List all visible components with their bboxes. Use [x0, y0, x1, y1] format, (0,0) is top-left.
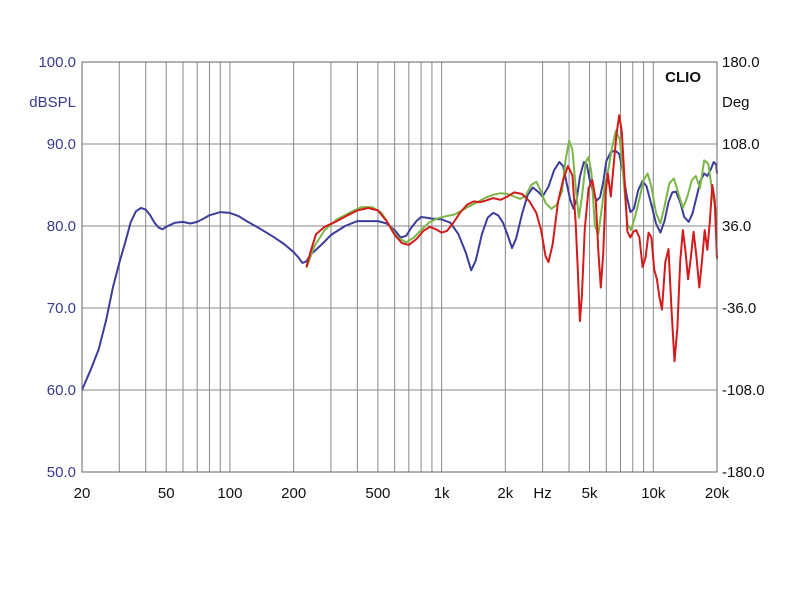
y-right-tick-label: -180.0: [722, 464, 765, 481]
x-axis-title: Hz: [533, 485, 551, 502]
y-tick-label: 100.0: [38, 54, 76, 71]
plot-frame: [81, 61, 718, 473]
x-tick-label: 20k: [705, 485, 730, 502]
series-line-2: [305, 129, 718, 269]
y-right-tick-label: -36.0: [722, 300, 756, 317]
series-line-3: [305, 114, 718, 363]
x-tick-label: 1k: [434, 485, 450, 502]
plot-background: [82, 62, 717, 472]
series-line-1: [81, 149, 718, 391]
y-tick-label: 90.0: [47, 136, 76, 153]
y-tick-label: 70.0: [47, 300, 76, 317]
y-right-tick-label: 180.0: [722, 54, 760, 71]
y-right-axis-title: Deg: [722, 94, 750, 111]
x-tick-label: 20: [74, 485, 91, 502]
x-tick-label: 100: [217, 485, 242, 502]
axis-labels: 100.0 90.0 80.0 70.0 60.0 50.0 dBSPL 180.0 108.0…: [29, 54, 764, 502]
x-tick-label: 5k: [582, 485, 598, 502]
x-tick-label: 50: [158, 485, 175, 502]
x-tick-label: 200: [281, 485, 306, 502]
x-tick-label: 10k: [641, 485, 666, 502]
series-group: [81, 114, 718, 391]
y-tick-label: 50.0: [47, 464, 76, 481]
y-tick-label: 80.0: [47, 218, 76, 235]
x-tick-label: 500: [365, 485, 390, 502]
y-tick-label: 60.0: [47, 382, 76, 399]
y-right-tick-label: -108.0: [722, 382, 765, 399]
plot-area: [82, 62, 717, 472]
y-axis-title: dBSPL: [29, 94, 76, 111]
y-right-tick-label: 108.0: [722, 136, 760, 153]
y-right-tick-label: 36.0: [722, 218, 751, 235]
brand-label: CLIO: [665, 69, 701, 86]
plot-border: [81, 61, 718, 473]
x-tick-label: 2k: [497, 485, 513, 502]
